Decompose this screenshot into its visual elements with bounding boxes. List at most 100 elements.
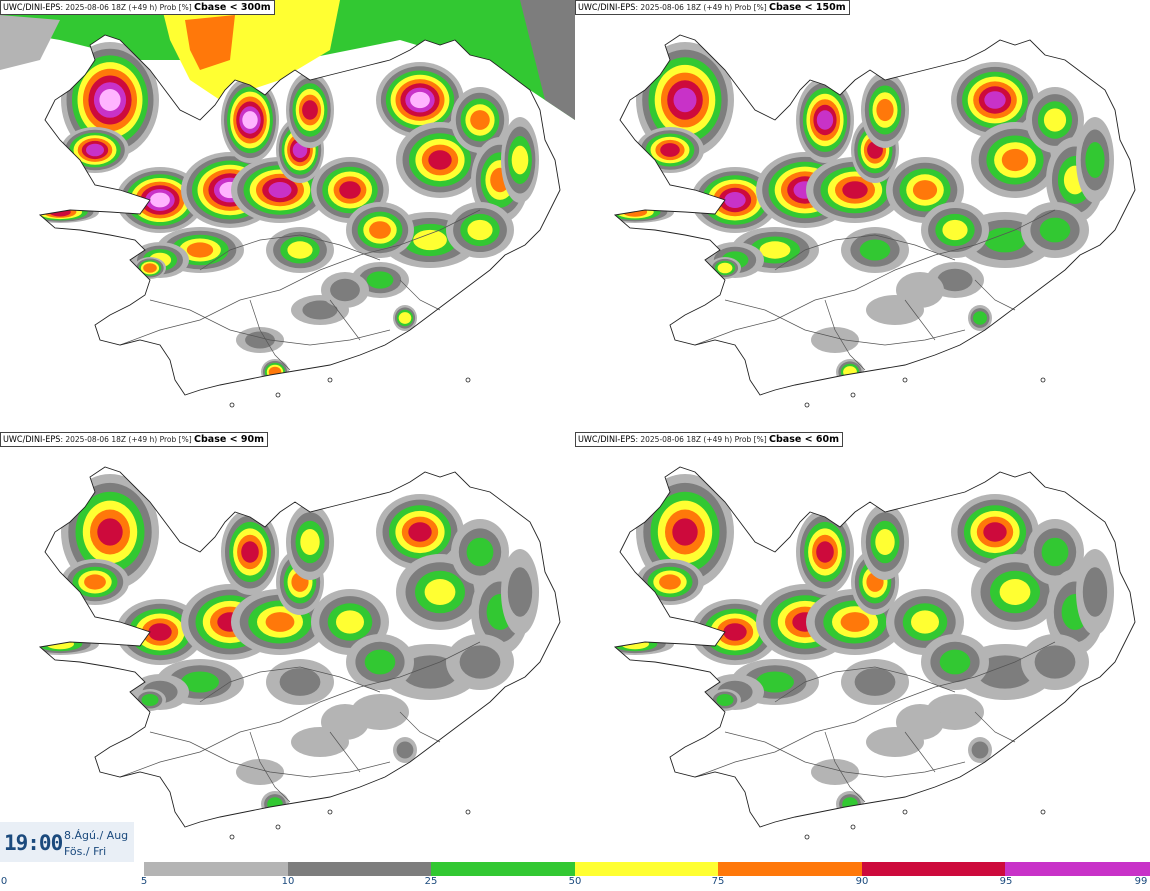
map-panel-150m: UWC/DINI-EPS: 2025-08-06 18Z (+49 h) Pro… [575, 0, 1150, 432]
probability-contour [428, 150, 452, 170]
threshold-label: Cbase < 300m [194, 2, 271, 13]
probability-contour [401, 655, 459, 689]
probability-contour [410, 91, 430, 109]
probability-contour [816, 110, 834, 130]
road-line [399, 279, 441, 311]
probability-contour [1034, 645, 1076, 679]
probability-contour [911, 610, 939, 634]
run-info: : 2025-08-06 18Z (+49 h) Prob [%] [60, 435, 195, 444]
road-line [824, 731, 866, 803]
probability-contour [811, 759, 859, 785]
probability-contour [756, 671, 794, 693]
probability-contour [330, 278, 360, 302]
probability-contour [659, 574, 681, 590]
probability-contour [673, 87, 697, 113]
probability-field [615, 42, 1114, 385]
road-line [824, 299, 866, 371]
probability-contour [854, 668, 896, 696]
probability-contour [364, 649, 396, 675]
road-line [974, 279, 1016, 311]
colorbar-tick: 5 [140, 876, 148, 887]
road-line [904, 299, 936, 341]
probability-contour [875, 529, 895, 555]
probability-contour [369, 221, 391, 239]
road-line [724, 299, 966, 346]
island [1040, 809, 1046, 815]
probability-contour [413, 229, 447, 251]
island [465, 809, 471, 815]
probability-contour [759, 241, 791, 259]
probability-contour [186, 242, 214, 258]
road-line [199, 234, 381, 271]
road-line [149, 299, 391, 346]
colorbar-segment [431, 862, 575, 876]
island [804, 834, 810, 840]
ocean-probability-area [520, 0, 575, 120]
colorbar-tick: 10 [281, 876, 295, 887]
probability-contour [973, 311, 987, 325]
road-line [249, 731, 291, 803]
road-line [694, 209, 1056, 346]
colorbar-segment [288, 862, 431, 876]
road-line [199, 666, 381, 703]
model-name: UWC/DINI-EPS [3, 3, 61, 13]
colorbar [144, 862, 1150, 876]
probability-contour [1082, 567, 1108, 617]
probability-contour [976, 655, 1034, 689]
probability-contour [942, 219, 968, 241]
probability-contour [1043, 108, 1067, 132]
probability-contour [459, 645, 501, 679]
probability-field [615, 474, 1114, 817]
probability-contour [396, 741, 414, 759]
island [229, 402, 235, 408]
road-line [774, 666, 956, 703]
probability-contour [181, 671, 219, 693]
probability-contour [398, 312, 412, 324]
probability-map [613, 34, 1136, 408]
island [850, 392, 856, 398]
probability-contour [321, 704, 369, 740]
probability-contour [408, 522, 432, 542]
probability-contour [984, 227, 1026, 253]
probability-contour [1041, 537, 1069, 567]
colorbar-segment [1005, 862, 1150, 876]
probability-contour [511, 145, 529, 175]
probability-contour [912, 180, 938, 200]
probability-contour [265, 612, 295, 632]
probability-contour [99, 89, 121, 111]
probability-contour [1039, 217, 1071, 243]
colorbar-segment [862, 862, 1005, 876]
probability-contour [1085, 142, 1105, 178]
colorbar-tick: 75 [711, 876, 725, 887]
probability-contour [336, 610, 364, 634]
probability-contour [150, 192, 170, 208]
panel-title: UWC/DINI-EPS: 2025-08-06 18Z (+49 h) Pro… [0, 432, 268, 447]
coastline [38, 34, 561, 396]
road-line [249, 299, 291, 371]
road-line [329, 731, 361, 773]
probability-field [40, 474, 539, 817]
run-info: : 2025-08-06 18Z (+49 h) Prob [%] [635, 3, 770, 12]
island [275, 824, 281, 830]
coastline [613, 34, 1136, 396]
island [902, 377, 908, 383]
colorbar-tick: 90 [855, 876, 869, 887]
colorbar-tick: 25 [424, 876, 438, 887]
probability-contour [143, 263, 157, 273]
probability-contour [876, 98, 894, 122]
probability-contour [302, 100, 318, 120]
road-line [149, 731, 391, 778]
probability-contour [287, 241, 313, 259]
colorbar-tick: 0 [0, 876, 8, 887]
island [804, 402, 810, 408]
ocean-probability-area [0, 15, 60, 70]
probability-contour [467, 219, 493, 241]
road-line [119, 641, 481, 778]
probability-contour [424, 579, 456, 605]
colorbar-tick: 99 [1134, 876, 1148, 887]
map-panel-300m: UWC/DINI-EPS: 2025-08-06 18Z (+49 h) Pro… [0, 0, 575, 432]
island [327, 377, 333, 383]
probability-contour [141, 694, 159, 706]
probability-contour [716, 694, 734, 706]
model-name: UWC/DINI-EPS [578, 435, 636, 445]
